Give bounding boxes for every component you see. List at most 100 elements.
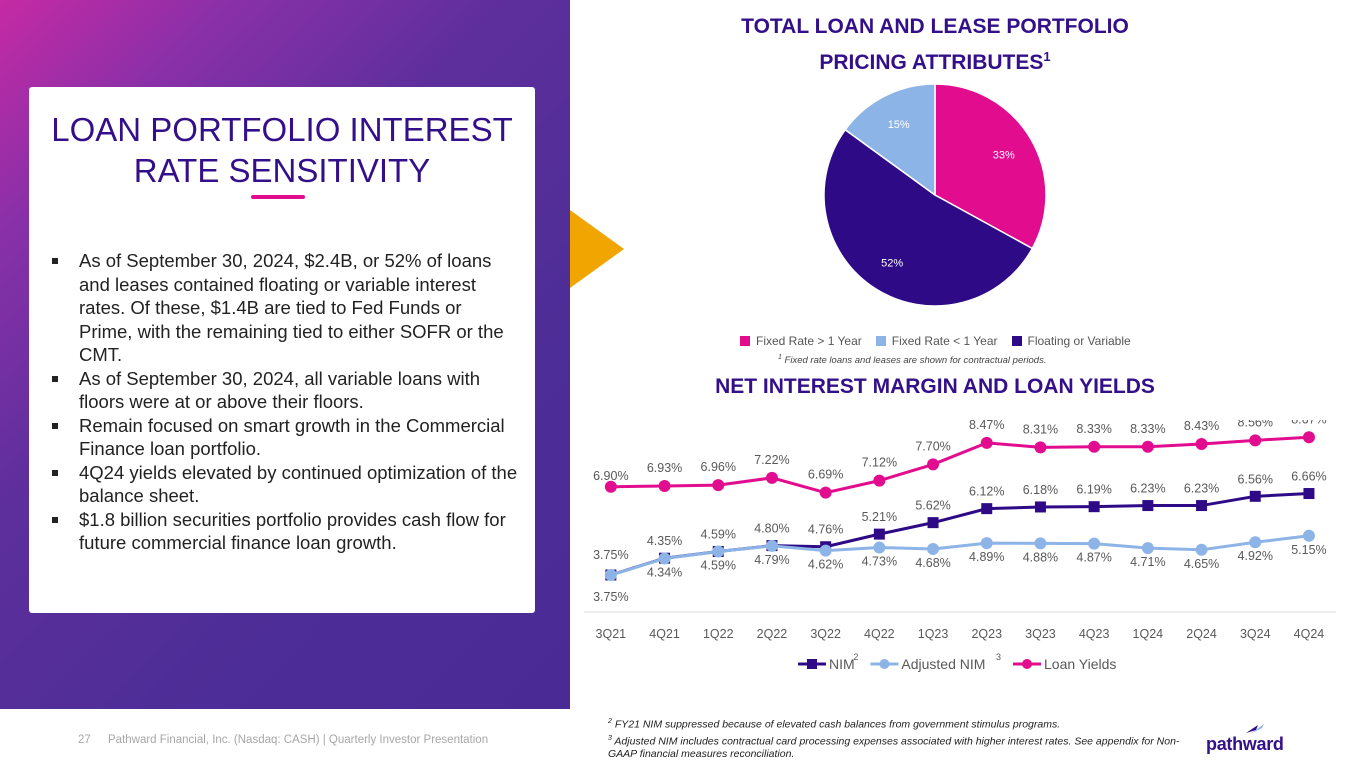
data-point-loan-yields	[1195, 437, 1208, 450]
x-tick-label: 4Q24	[1294, 627, 1325, 641]
bullet-marker	[52, 258, 58, 264]
pie-legend: Fixed Rate > 1 Year Fixed Rate < 1 Year …	[740, 334, 1160, 348]
bullet-text: As of September 30, 2024, $2.4B, or 52% …	[79, 250, 504, 365]
data-label-nim: 6.12%	[969, 485, 1004, 499]
data-label-nim: 4.80%	[754, 522, 789, 536]
data-point-adjusted-nim	[712, 545, 725, 558]
data-point-loan-yields	[712, 479, 725, 492]
footnotes: 2 FY21 NIM suppressed because of elevate…	[608, 715, 1198, 761]
pie-footnote: 1 Fixed rate loans and leases are shown …	[778, 354, 1046, 366]
data-point-loan-yields	[980, 436, 993, 449]
data-point-loan-yields	[873, 474, 886, 487]
footnote-3-sup: 3	[608, 734, 612, 742]
data-label-nim: 6.66%	[1291, 470, 1326, 484]
data-label-nim: 6.19%	[1076, 483, 1111, 497]
bullet-list: As of September 30, 2024, $2.4B, or 52% …	[49, 249, 519, 555]
x-tick-label: 2Q24	[1186, 627, 1217, 641]
pie-slice-fixed-rate-1-year	[934, 83, 1047, 250]
bullet-item: As of September 30, 2024, $2.4B, or 52% …	[49, 249, 519, 367]
data-point-adjusted-nim	[1302, 529, 1315, 542]
data-label-adjusted-nim: 4.68%	[915, 556, 950, 570]
data-point-adjusted-nim	[604, 569, 617, 581]
data-point-adjusted-nim	[819, 544, 832, 557]
series-line-adjusted-nim	[610, 534, 1310, 577]
bullet-marker	[52, 516, 58, 523]
pie-title-text: TOTAL LOAN AND LEASE PORTFOLIO PRICING A…	[741, 15, 1129, 74]
data-label-adjusted-nim: 4.34%	[647, 565, 682, 579]
bullet-item: $1.8 billion securities portfolio provid…	[49, 508, 519, 555]
legend-item-fixed-lt-1yr: Fixed Rate < 1 Year	[875, 334, 998, 348]
data-label-loan-yields: 8.47%	[969, 420, 1004, 432]
page-number: 27	[78, 734, 91, 746]
footnote-2-text: FY21 NIM suppressed because of elevated …	[611, 718, 1061, 731]
x-tick-label: 2Q22	[757, 627, 788, 641]
x-tick-label: 3Q22	[810, 627, 841, 641]
legend-marker-loan-yields	[1022, 659, 1032, 669]
company-text: Pathward Financial, Inc. (Nasdaq: CASH) …	[108, 734, 489, 746]
data-label-adjusted-nim: 4.88%	[1023, 550, 1058, 564]
legend-item-floating: Floating or Variable	[1011, 334, 1131, 348]
data-label-loan-yields: 8.33%	[1130, 422, 1165, 436]
data-point-nim	[981, 503, 993, 515]
data-label-loan-yields: 7.70%	[915, 439, 950, 453]
data-point-loan-yields	[927, 458, 940, 471]
x-tick-label: 1Q24	[1133, 627, 1164, 641]
x-tick-label: 4Q21	[649, 627, 680, 641]
data-label-adjusted-nim: 4.87%	[1076, 551, 1111, 565]
bullet-text: As of September 30, 2024, all variable l…	[79, 367, 481, 413]
data-point-loan-yields	[658, 479, 671, 492]
data-label-nim: 6.23%	[1184, 482, 1219, 496]
gold-arrow-icon	[570, 210, 624, 288]
x-tick-label: 1Q23	[918, 627, 949, 641]
data-label-loan-yields: 8.31%	[1023, 422, 1058, 436]
data-label-nim: 3.75%	[593, 548, 628, 562]
x-tick-label: 4Q22	[864, 627, 895, 641]
bullet-marker	[52, 469, 58, 476]
footnote-3-text: Adjusted NIM includes contractual card p…	[608, 735, 1180, 760]
data-point-loan-yields	[1302, 431, 1315, 444]
data-label-nim: 5.62%	[915, 499, 950, 513]
data-label-adjusted-nim: 4.89%	[969, 550, 1004, 564]
data-point-adjusted-nim	[765, 539, 778, 552]
legend-label: Fixed Rate < 1 Year	[891, 334, 998, 348]
data-point-nim	[927, 517, 939, 529]
legend-sup-nim: 2	[853, 652, 858, 662]
data-label-adjusted-nim: 5.15%	[1291, 543, 1326, 557]
data-point-loan-yields	[604, 480, 617, 493]
data-label-adjusted-nim: 4.71%	[1130, 555, 1165, 569]
legend-marker-adjusted-nim	[879, 659, 890, 669]
legend-label-adjusted-nim: Adjusted NIM	[901, 656, 985, 672]
data-point-adjusted-nim	[1034, 537, 1047, 550]
data-label-loan-yields: 6.69%	[808, 468, 843, 482]
data-point-loan-yields	[1034, 441, 1047, 454]
data-point-adjusted-nim	[1088, 537, 1101, 550]
data-label-loan-yields: 8.56%	[1238, 420, 1273, 429]
data-label-loan-yields: 7.22%	[754, 453, 789, 467]
pie-slice-fixed-rate-1-year	[844, 83, 936, 197]
legend-swatch	[875, 336, 886, 346]
data-point-adjusted-nim	[1141, 542, 1154, 555]
data-label-adjusted-nim: 3.75%	[593, 590, 628, 604]
legend-label: Floating or Variable	[1027, 334, 1131, 348]
legend-label: Fixed Rate > 1 Year	[756, 334, 862, 348]
data-label-loan-yields: 8.43%	[1184, 420, 1219, 433]
data-point-adjusted-nim	[873, 541, 886, 554]
footnote-2: 2 FY21 NIM suppressed because of elevate…	[608, 715, 1198, 732]
bullet-text: Remain focused on smart growth in the Co…	[79, 414, 505, 460]
x-tick-label: 3Q21	[596, 627, 627, 641]
bullet-marker	[52, 422, 58, 429]
data-label-adjusted-nim: 4.65%	[1184, 557, 1219, 571]
line-chart: 3Q21 4Q21 1Q22 2Q22 3Q22 4Q22 1Q23 2Q23 3Q23 4Q23…	[584, 420, 1336, 672]
bullet-item: 4Q24 yields elevated by continued optimi…	[49, 461, 519, 508]
data-point-loan-yields	[1088, 440, 1101, 453]
footnote-3: 3 Adjusted NIM includes contractual card…	[608, 732, 1198, 762]
bullet-text: 4Q24 yields elevated by continued optimi…	[79, 461, 518, 507]
data-point-nim	[1196, 500, 1208, 512]
legend-marker-nim	[807, 659, 817, 669]
data-point-loan-yields	[1141, 440, 1154, 453]
x-tick-label: 3Q23	[1025, 627, 1056, 641]
data-point-nim	[1088, 501, 1100, 513]
data-label-adjusted-nim: 4.79%	[754, 553, 789, 567]
x-tick-label: 2Q23	[971, 627, 1002, 641]
